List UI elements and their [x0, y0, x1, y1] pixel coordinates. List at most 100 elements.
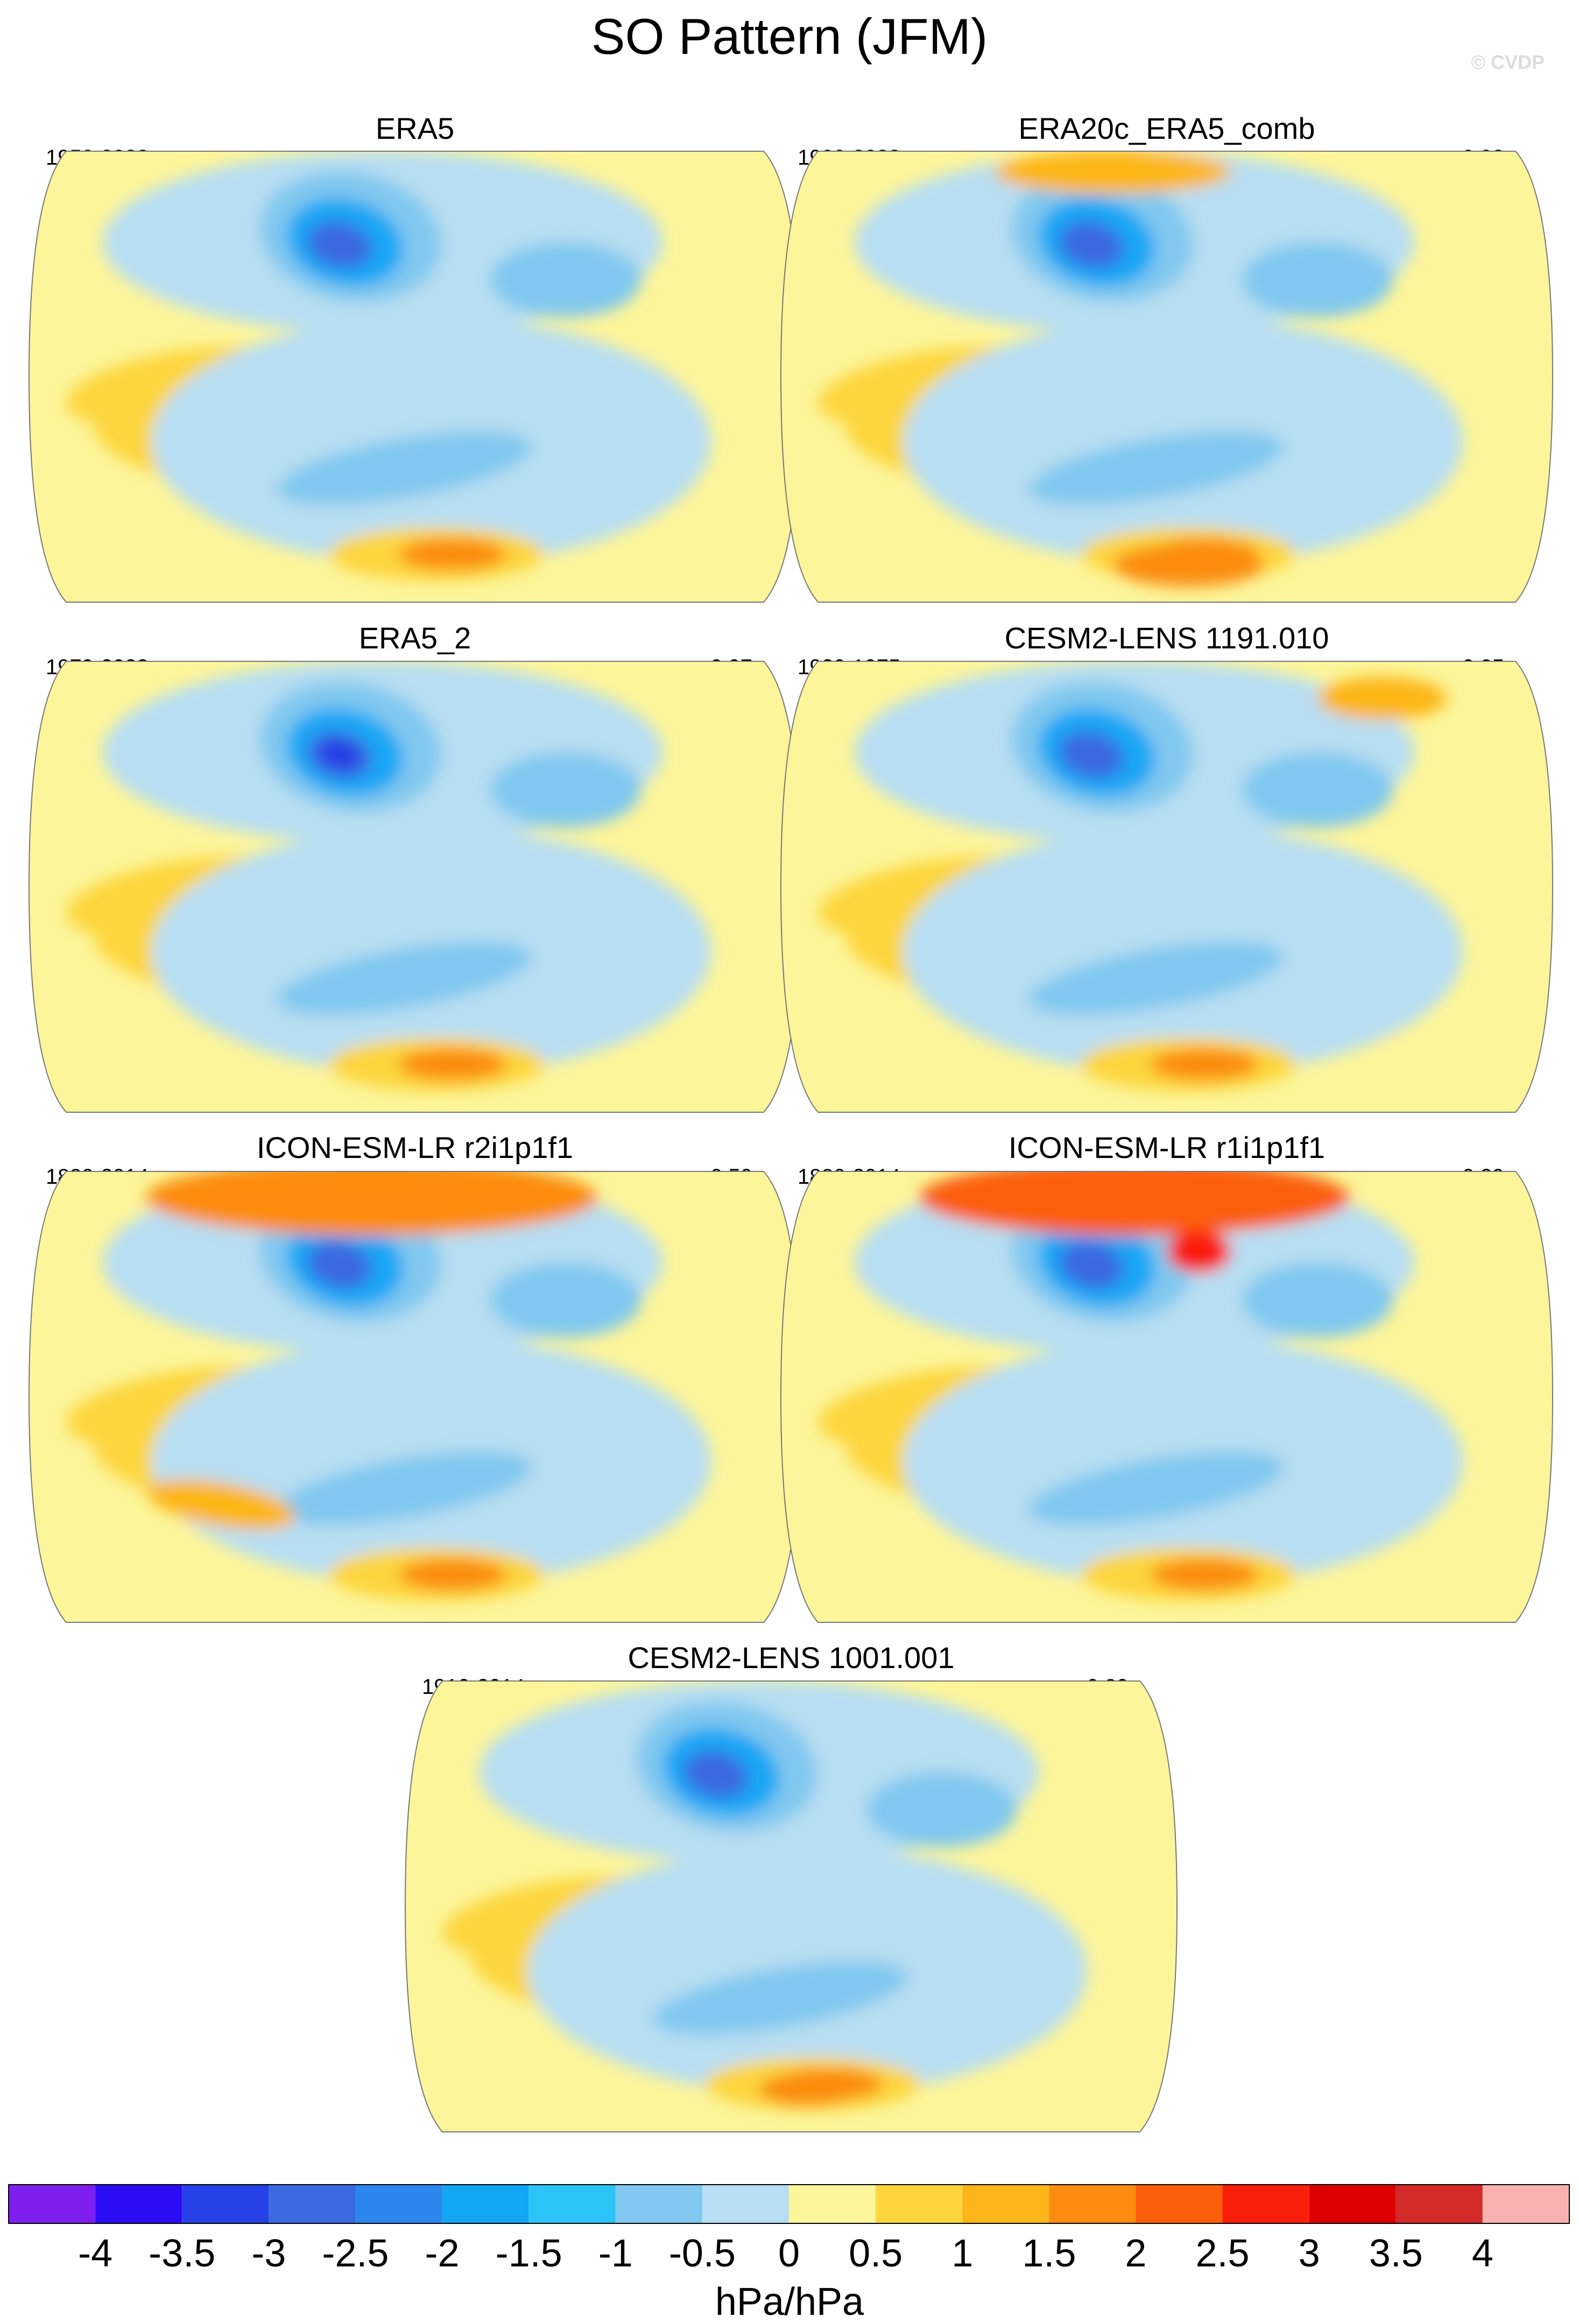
colorbar-bin — [9, 2185, 96, 2223]
colorbar-bin — [962, 2185, 1049, 2223]
panel-title: ERA5 — [376, 111, 454, 145]
map-panel: CESM2-LENS 1191.0101920-1975r=0.85 — [780, 621, 1554, 1113]
cvdp-watermark: © CVDP — [1471, 51, 1545, 73]
globe-map — [28, 151, 802, 603]
colorbar-bin — [182, 2185, 269, 2223]
map-panel: ICON-ESM-LR r2i1p1f11880-2014r=0.50 — [28, 1131, 802, 1623]
colorbar: -4 -3.5 -3 -2.5 -2 -1.5 -1 -0.5 0 0.5 1 1.5 2 2.5 3 3.5… — [8, 2184, 1570, 2323]
colorbar-tick-label: -1 — [598, 2232, 633, 2275]
pattern-contour — [1113, 543, 1264, 587]
colorbar-bin — [702, 2185, 789, 2223]
pattern-contour — [1242, 1262, 1393, 1338]
colorbar-tick-label: 2.5 — [1196, 2232, 1250, 2275]
pattern-contour — [1060, 221, 1123, 269]
colorbar-tick-label: 0 — [778, 2232, 800, 2275]
pattern-contour — [318, 739, 361, 771]
pattern-contour — [1028, 1451, 1284, 1525]
colorbar-bin — [876, 2185, 963, 2223]
pattern-contour — [1151, 1558, 1258, 1591]
colorbar-bin — [95, 2185, 182, 2223]
colorbar-bin — [1482, 2185, 1569, 2223]
figure-title: SO Pattern (JFM) — [591, 8, 988, 65]
colorbar-tick-label: 4 — [1472, 2232, 1493, 2275]
globe-map — [28, 661, 802, 1113]
pattern-contour — [919, 1171, 1350, 1235]
panel-title: ICON-ESM-LR r1i1p1f1 — [1009, 1131, 1325, 1164]
pattern-contour — [684, 1751, 748, 1798]
globe-map — [780, 661, 1554, 1113]
colorbar-tick-label: -2.5 — [322, 2232, 389, 2275]
pattern-contour — [1242, 752, 1393, 828]
colorbar-units: hPa/hPa — [715, 2280, 864, 2323]
map-panels: ERA51950-2023ERA20c_ERA5_comb1900-2023r=… — [28, 111, 1554, 2132]
colorbar-tick-label: -3.5 — [149, 2232, 215, 2275]
pattern-contour — [308, 1241, 371, 1289]
pattern-contour — [995, 151, 1231, 194]
globe-outline — [780, 151, 1554, 603]
colorbar-tick-label: 3 — [1299, 2232, 1320, 2275]
globe-map — [404, 1680, 1178, 2132]
colorbar-tick-label: -0.5 — [669, 2232, 736, 2275]
pattern-contour — [399, 1558, 506, 1591]
pattern-contour — [1151, 1048, 1258, 1080]
colorbar-tick-label: -4 — [78, 2232, 112, 2275]
pattern-contour — [399, 538, 506, 570]
panel-title: CESM2-LENS 1191.010 — [1005, 621, 1329, 655]
pattern-contour — [653, 1961, 908, 2035]
panel-title: ERA20c_ERA5_comb — [1019, 111, 1315, 145]
globe-map — [780, 151, 1554, 603]
pattern-contour — [490, 1262, 641, 1338]
colorbar-tick-label: -3 — [251, 2232, 286, 2275]
pattern-contour — [277, 1451, 532, 1525]
globe-outline — [780, 1171, 1554, 1623]
colorbar-tick-label: 0.5 — [849, 2232, 903, 2275]
pattern-contour — [146, 1171, 598, 1235]
panel-title: ICON-ESM-LR r2i1p1f1 — [257, 1131, 573, 1164]
colorbar-bin — [1309, 2185, 1396, 2223]
pattern-contour — [490, 752, 641, 828]
colorbar-bin — [789, 2185, 876, 2223]
pattern-contour — [1028, 941, 1284, 1015]
colorbar-bin — [269, 2185, 356, 2223]
pattern-contour — [866, 1772, 1017, 1847]
colorbar-tick-label: -1.5 — [496, 2232, 562, 2275]
globe-map — [780, 1171, 1554, 1623]
colorbar-tick-label: 1.5 — [1022, 2232, 1076, 2275]
pattern-contour — [490, 242, 641, 317]
colorbar-bin — [528, 2185, 616, 2223]
pattern-contour — [277, 431, 532, 505]
map-panel: ERA51950-2023 — [28, 111, 802, 603]
pattern-contour — [399, 1048, 506, 1080]
colorbar-tick-label: 1 — [951, 2232, 973, 2275]
colorbar-tick-label: 2 — [1125, 2232, 1146, 2275]
colorbar-bin — [615, 2185, 702, 2223]
colorbar-bin — [1049, 2185, 1136, 2223]
pattern-contour — [1317, 677, 1447, 720]
pattern-contour — [308, 221, 371, 269]
globe-outline — [404, 1680, 1178, 2132]
pattern-contour — [759, 2073, 856, 2106]
pattern-contour — [146, 1479, 296, 1530]
colorbar-tick-label: 3.5 — [1369, 2232, 1423, 2275]
panel-title: ERA5_2 — [359, 621, 471, 655]
globe-outline — [780, 661, 1554, 1113]
colorbar-bin — [1395, 2185, 1483, 2223]
colorbar-bin — [355, 2185, 442, 2223]
map-panel: CESM2-LENS 1001.0011910-2014r=0.89 — [404, 1641, 1178, 2132]
colorbar-bin — [442, 2185, 529, 2223]
pattern-contour — [1060, 731, 1123, 779]
panel-title: CESM2-LENS 1001.001 — [628, 1641, 954, 1675]
colorbar-bin — [1136, 2185, 1223, 2223]
colorbar-tick-label: -2 — [425, 2232, 460, 2275]
colorbar-frame — [8, 2184, 1570, 2224]
map-panel: ERA5_21979-2023r=0.97 — [28, 621, 802, 1113]
map-panel: ICON-ESM-LR r1i1p1f11880-2014r=0.39 — [780, 1131, 1554, 1623]
pattern-contour — [1167, 1230, 1231, 1273]
pattern-contour — [1028, 431, 1284, 505]
colorbar-bin — [1222, 2185, 1309, 2223]
pattern-contour — [277, 941, 532, 1015]
map-panel: ERA20c_ERA5_comb1900-2023r=0.92 — [780, 111, 1554, 603]
pattern-contour — [1060, 1241, 1123, 1289]
globe-map — [28, 1171, 802, 1623]
